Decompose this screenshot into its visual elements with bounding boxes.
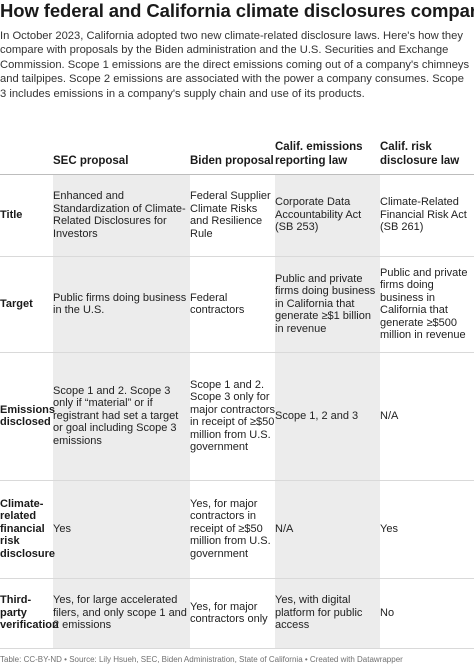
- source-note: Table: CC-BY-ND • Source: Lily Hsueh, SE…: [0, 655, 403, 664]
- table-row-financial-risk: Climate-related financial risk disclosur…: [0, 480, 474, 579]
- table-cell: Yes: [380, 480, 474, 579]
- table-cell: Scope 1 and 2. Scope 3 only for major co…: [190, 352, 275, 481]
- table-cell: N/A: [275, 480, 380, 579]
- table-row-verification: Third-party verification Yes, for large …: [0, 578, 474, 649]
- table-cell: Scope 1, 2 and 3: [275, 352, 380, 481]
- row-label-title: Title: [0, 174, 53, 257]
- row-label-verification: Third-party verification: [0, 578, 59, 649]
- column-header-sec: SEC proposal: [53, 117, 190, 175]
- table-cell: Yes: [53, 480, 190, 579]
- table-cell: Corporate Data Accountability Act (SB 25…: [275, 174, 380, 257]
- table-cell: Yes, for major contractors only: [190, 578, 275, 649]
- table-header-row: SEC proposal Biden proposal Calif. emiss…: [0, 117, 474, 175]
- table-row-target: Target Public firms doing business in th…: [0, 256, 474, 353]
- comparison-table: SEC proposal Biden proposal Calif. emiss…: [0, 117, 474, 649]
- table-cell: Federal contractors: [190, 256, 275, 353]
- page-title: How federal and California climate discl…: [0, 0, 474, 21]
- table-cell: Climate-Related Financial Risk Act (SB 2…: [380, 174, 474, 257]
- row-label-emissions: Emissions disclosed: [0, 352, 55, 481]
- table-cell: Yes, for major contractors in receipt of…: [190, 480, 275, 579]
- table-row-title: Title Enhanced and Standardization of Cl…: [0, 174, 474, 257]
- row-label-financial-risk: Climate-related financial risk disclosur…: [0, 480, 55, 579]
- table-row-emissions: Emissions disclosed Scope 1 and 2. Scope…: [0, 352, 474, 481]
- table-cell: Yes, for large accelerated filers, and o…: [53, 578, 190, 649]
- column-header-calif-risk: Calif. risk disclosure law: [380, 117, 474, 175]
- table-cell: No: [380, 578, 474, 649]
- table-cell: Yes, with digital platform for public ac…: [275, 578, 380, 649]
- column-header-calif-emissions: Calif. emissions reporting law: [275, 117, 380, 175]
- intro-paragraph: In October 2023, California adopted two …: [0, 30, 470, 100]
- table-cell: Public and private firms doing business …: [275, 256, 380, 353]
- table-cell: Public firms doing business in the U.S.: [53, 256, 190, 353]
- table-cell: Public and private firms doing business …: [380, 256, 474, 353]
- column-header-biden: Biden proposal: [190, 117, 275, 175]
- table-cell: Federal Supplier Climate Risks and Resil…: [190, 174, 275, 257]
- table-cell: N/A: [380, 352, 474, 481]
- table-cell: Scope 1 and 2. Scope 3 only if “material…: [53, 352, 190, 481]
- row-label-target: Target: [0, 256, 53, 353]
- table-cell: Enhanced and Standardization of Climate-…: [53, 174, 190, 257]
- header-corner: [0, 117, 53, 175]
